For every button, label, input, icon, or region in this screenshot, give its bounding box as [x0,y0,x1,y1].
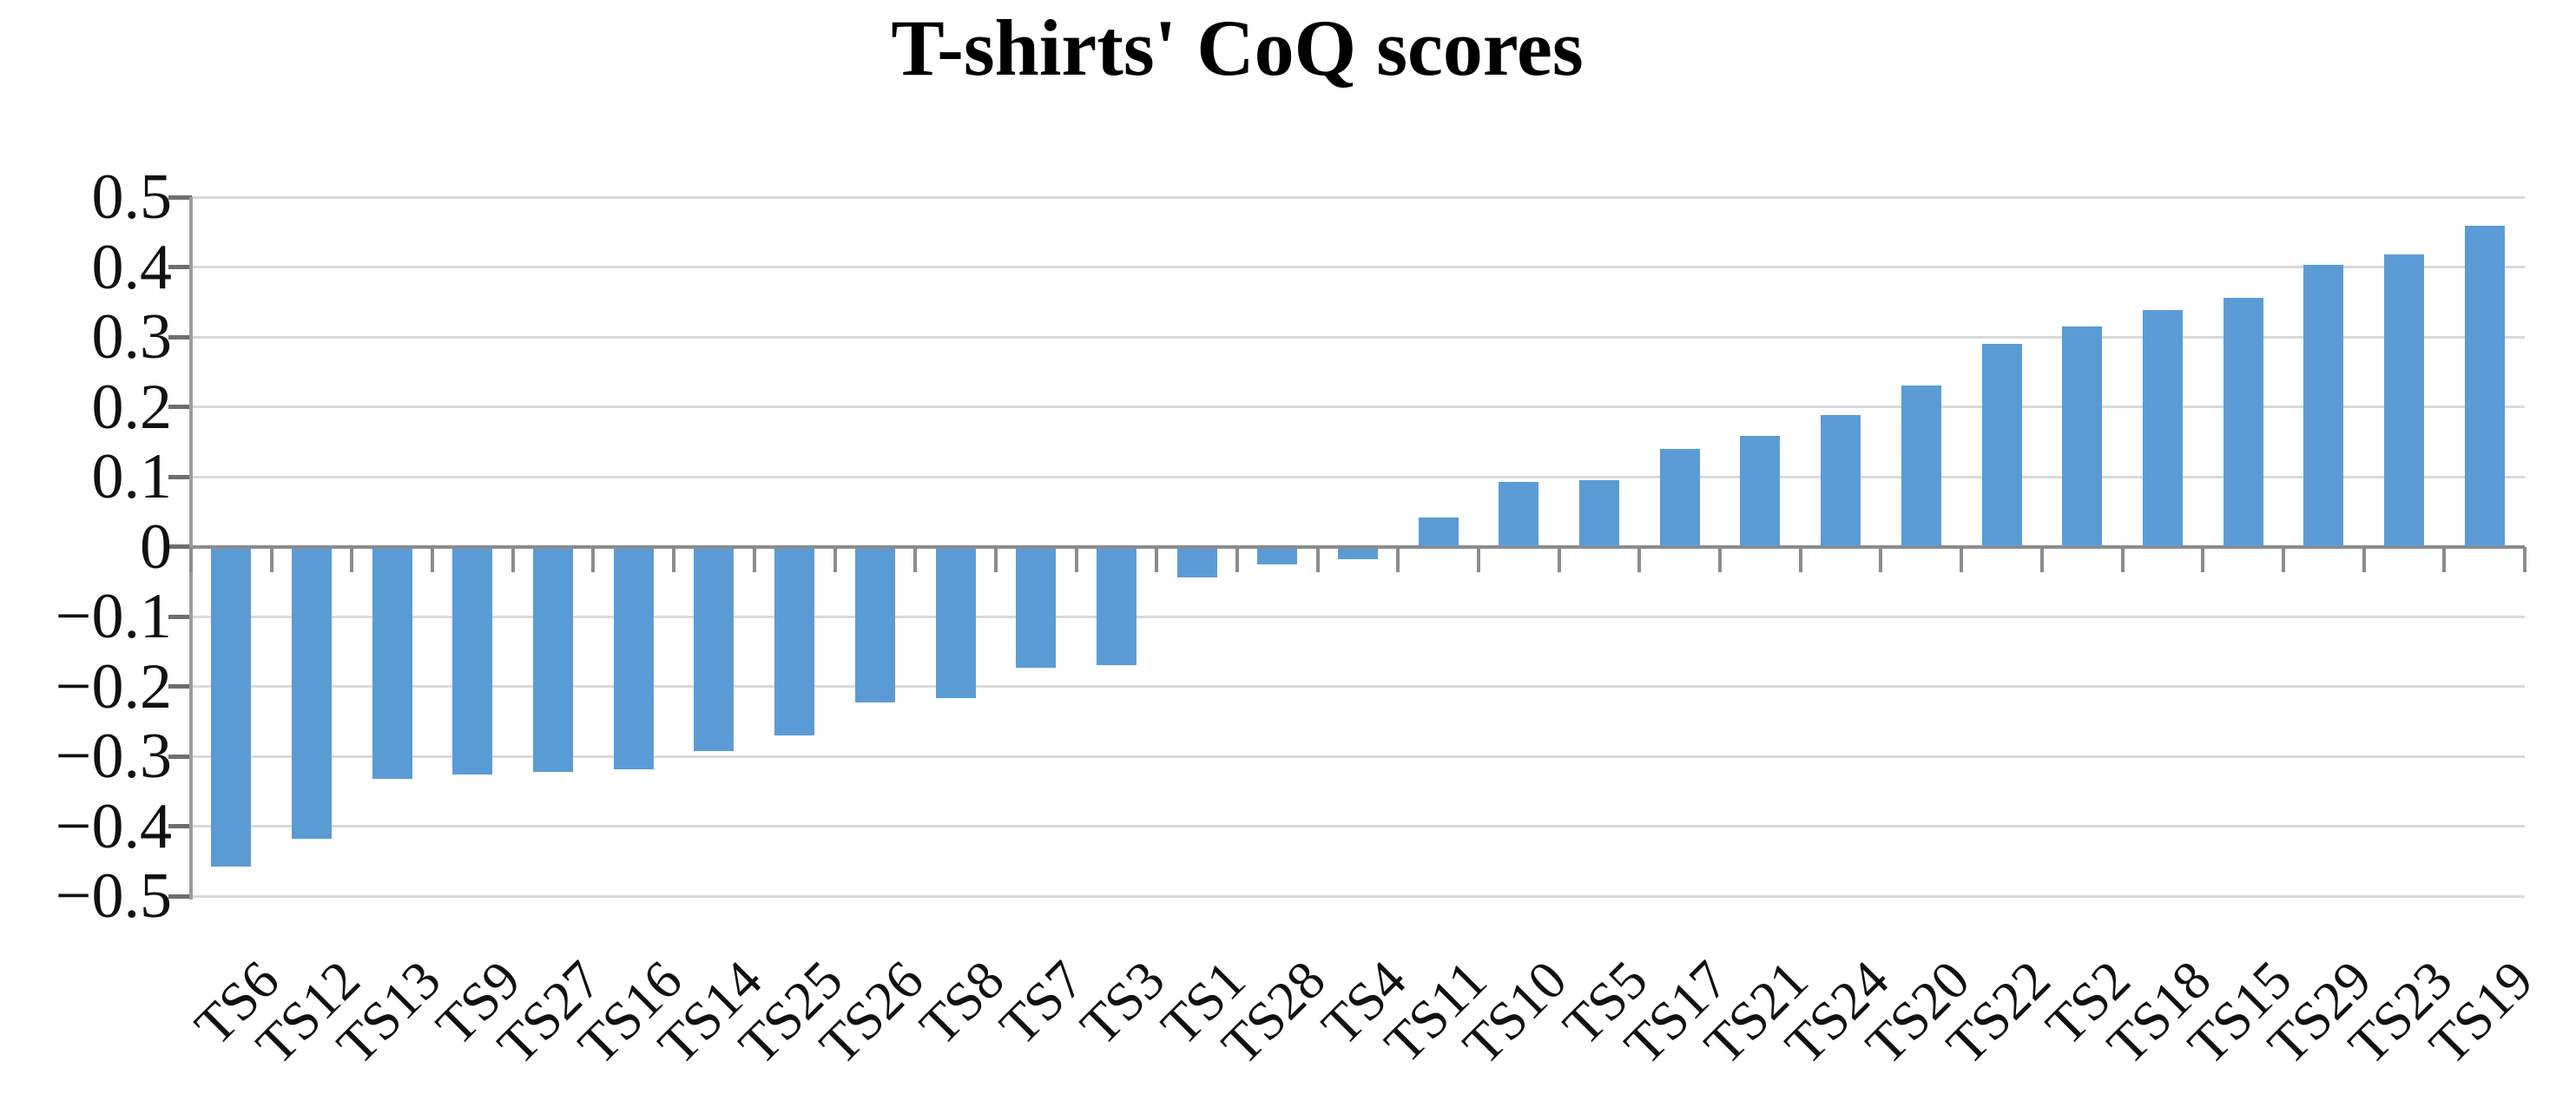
y-axis-tick-label: 0.1 [91,441,173,512]
x-axis-tick [1960,546,1964,572]
y-axis-tick-label: −0.1 [55,581,172,652]
bar [2303,265,2344,547]
bar [372,548,412,780]
bar [1176,548,1217,578]
gridline [191,266,2525,268]
y-axis-tick-label: −0.3 [55,721,172,792]
x-axis-tick [431,546,435,572]
x-axis-tick [1798,546,1802,572]
x-axis-tick [2281,546,2285,572]
bar [2464,226,2505,547]
bar [935,548,976,698]
x-axis-tick [1396,546,1400,572]
x-axis-tick [591,546,596,572]
x-axis-tick [913,546,918,572]
y-axis-tick [168,684,192,689]
bar [613,548,654,769]
gridline [191,825,2525,827]
y-axis-tick [168,824,192,828]
bar [2383,254,2424,547]
y-axis-tick-label: −0.4 [55,790,172,862]
y-axis-tick-label: 0.3 [91,301,173,372]
gridline [191,335,2525,339]
chart-title: T-shirts' CoQ scores [891,3,1584,92]
y-axis-tick [168,265,192,269]
bar [1740,435,1781,547]
x-axis-tick [2362,546,2366,572]
x-axis-tick [672,546,676,572]
x-axis-tick [1879,546,1883,572]
y-axis-tick [168,614,192,619]
bar [774,548,815,736]
y-axis-tick-label: 0.5 [91,162,173,233]
x-axis-tick [189,546,193,572]
x-axis-tick [1315,546,1320,572]
x-axis-tick [1155,546,1159,572]
x-axis-tick [1235,546,1239,572]
bar [1338,548,1378,559]
y-axis-tick [168,544,192,549]
y-axis-tick-label: −0.5 [55,860,172,932]
gridline [191,685,2525,688]
x-axis-tick [350,546,354,572]
gridline [191,475,2525,478]
y-axis-tick [168,474,192,479]
x-axis-tick [2523,546,2527,572]
x-axis-tick [993,546,998,572]
bar [1257,548,1298,564]
bar [2062,326,2103,547]
bar [694,548,735,751]
y-axis-tick [168,334,192,340]
x-axis-tick [2201,546,2205,572]
bar [1096,548,1136,665]
x-axis-tick [269,546,273,572]
x-axis-line [191,544,2525,549]
x-axis-tick [1074,546,1078,572]
y-axis-tick-label: 0 [140,511,172,583]
y-axis-tick-label: −0.2 [55,650,172,722]
bar [1579,480,1620,547]
bar [1981,344,2022,547]
x-axis-tick [833,546,837,572]
bar [2142,309,2183,547]
bar [211,548,252,867]
gridline [191,405,2525,408]
x-axis-tick [2442,546,2447,572]
gridline [191,755,2525,758]
x-axis-tick [2039,546,2044,572]
bar [2223,297,2263,547]
y-axis-tick [168,194,192,200]
y-axis-tick [168,893,192,899]
x-axis-tick [2120,546,2125,572]
bar [1901,385,1941,547]
bar [533,548,574,773]
x-axis-tick [1477,546,1481,572]
y-axis-tick-label: 0.2 [91,371,173,443]
y-axis-tick-label: 0.4 [91,231,173,303]
x-axis-tick [1637,546,1642,572]
x-axis-tick [1557,546,1561,572]
bar [1016,548,1057,669]
gridline [191,615,2525,618]
bar [1418,517,1459,547]
bar [452,548,493,775]
bar [1821,415,1861,547]
gridline [191,195,2525,199]
x-axis-tick [1718,546,1723,572]
x-axis-tick [511,546,515,572]
bar [854,548,895,703]
bar [292,548,333,839]
x-axis-tick [752,546,756,572]
bar [1499,481,1539,547]
bar [1659,448,1700,547]
gridline [191,894,2525,898]
y-axis-tick [168,754,192,759]
y-axis-tick [168,405,192,409]
